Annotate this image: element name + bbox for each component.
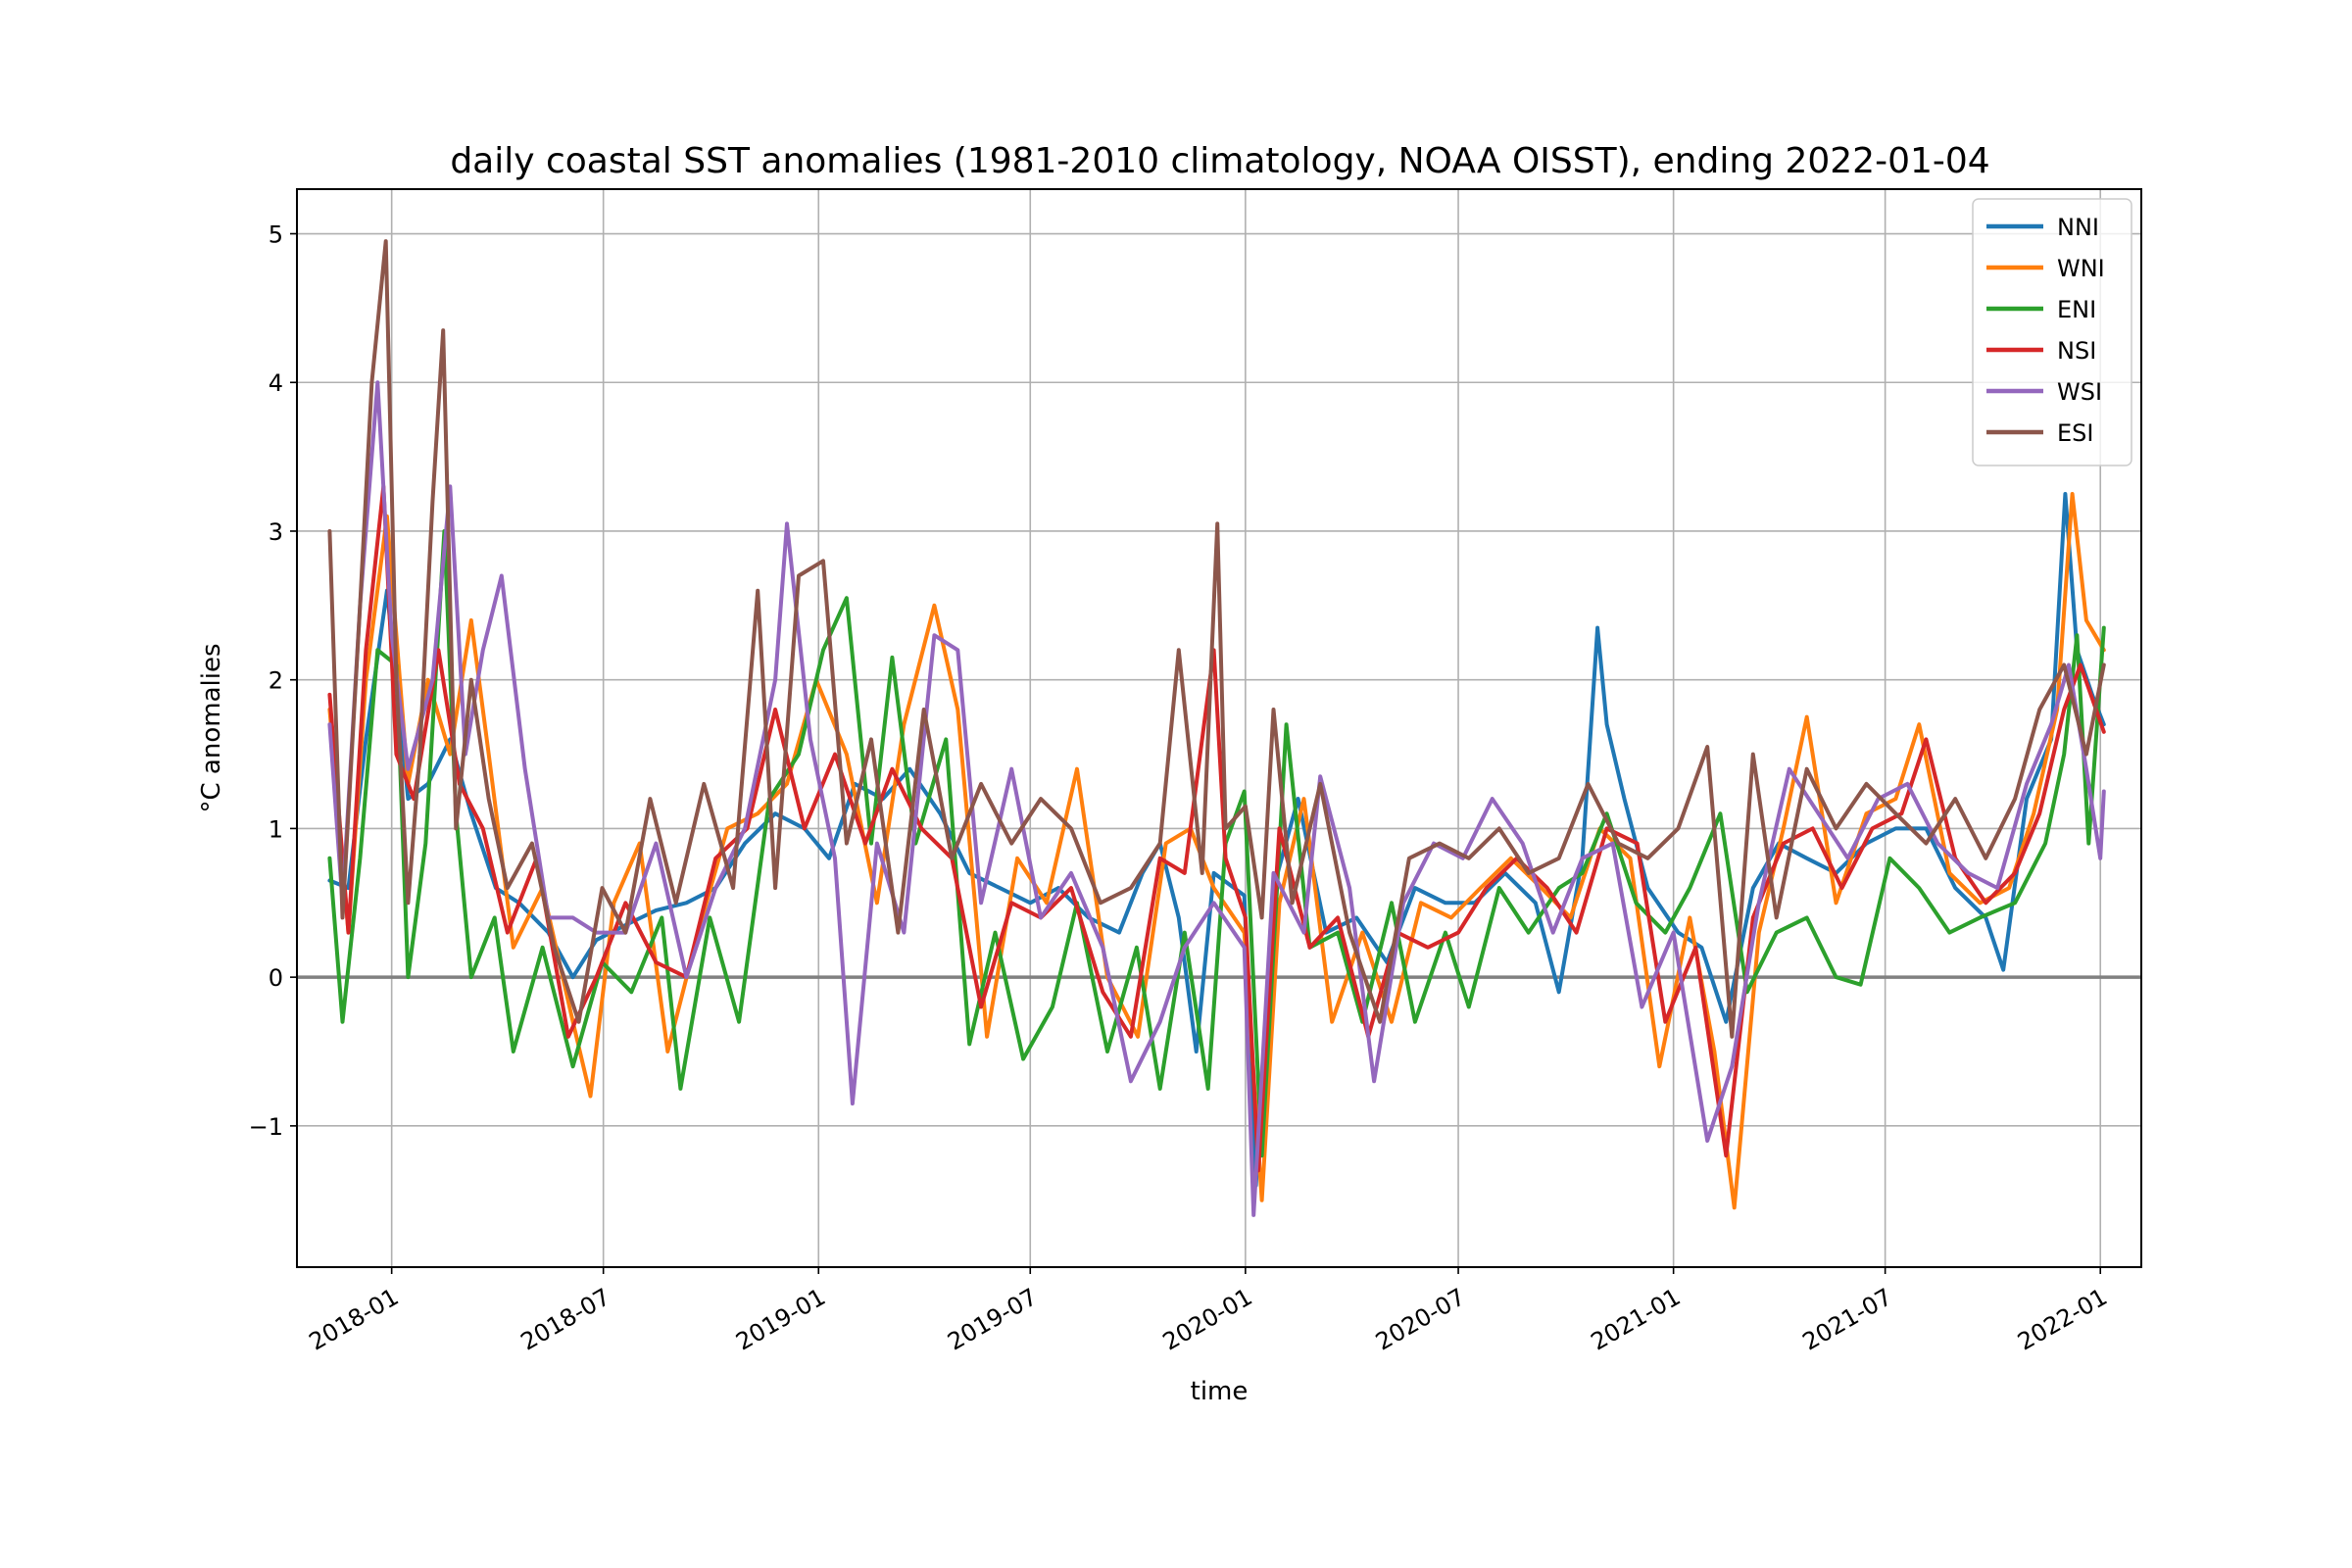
legend: NNI WNI ENI NSI WSI ESI [1972,198,2132,466]
y-tick-label: 0 [269,964,283,992]
legend-label-esi: ESI [2057,419,2093,447]
y-tick-label: 4 [269,369,283,397]
series-line-eni [327,529,2106,1158]
y-axis-label: °C anomalies [197,644,226,813]
y-axis-ticks: −1 0 1 2 3 4 5 [249,221,297,1141]
legend-label-wsi: WSI [2057,378,2102,406]
y-tick-label: −1 [249,1113,283,1141]
legend-box [1972,198,2132,466]
legend-label-nni: NNI [2057,214,2099,241]
series-line-nsi [327,484,2106,1173]
x-axis-label: time [1191,1377,1249,1406]
legend-label-eni: ENI [2057,296,2096,323]
plot-frame [296,188,2142,1268]
y-tick-label: 1 [269,815,283,843]
y-tick-label: 2 [269,667,283,695]
legend-label-nsi: NSI [2057,337,2096,365]
y-tick-label: 3 [269,518,283,546]
chart-title: daily coastal SST anomalies (1981-2010 c… [450,141,1989,181]
series-line-esi [327,239,2106,1039]
data-series [327,239,2106,1217]
y-tick-label: 5 [269,221,283,249]
legend-label-wni: WNI [2057,255,2105,282]
